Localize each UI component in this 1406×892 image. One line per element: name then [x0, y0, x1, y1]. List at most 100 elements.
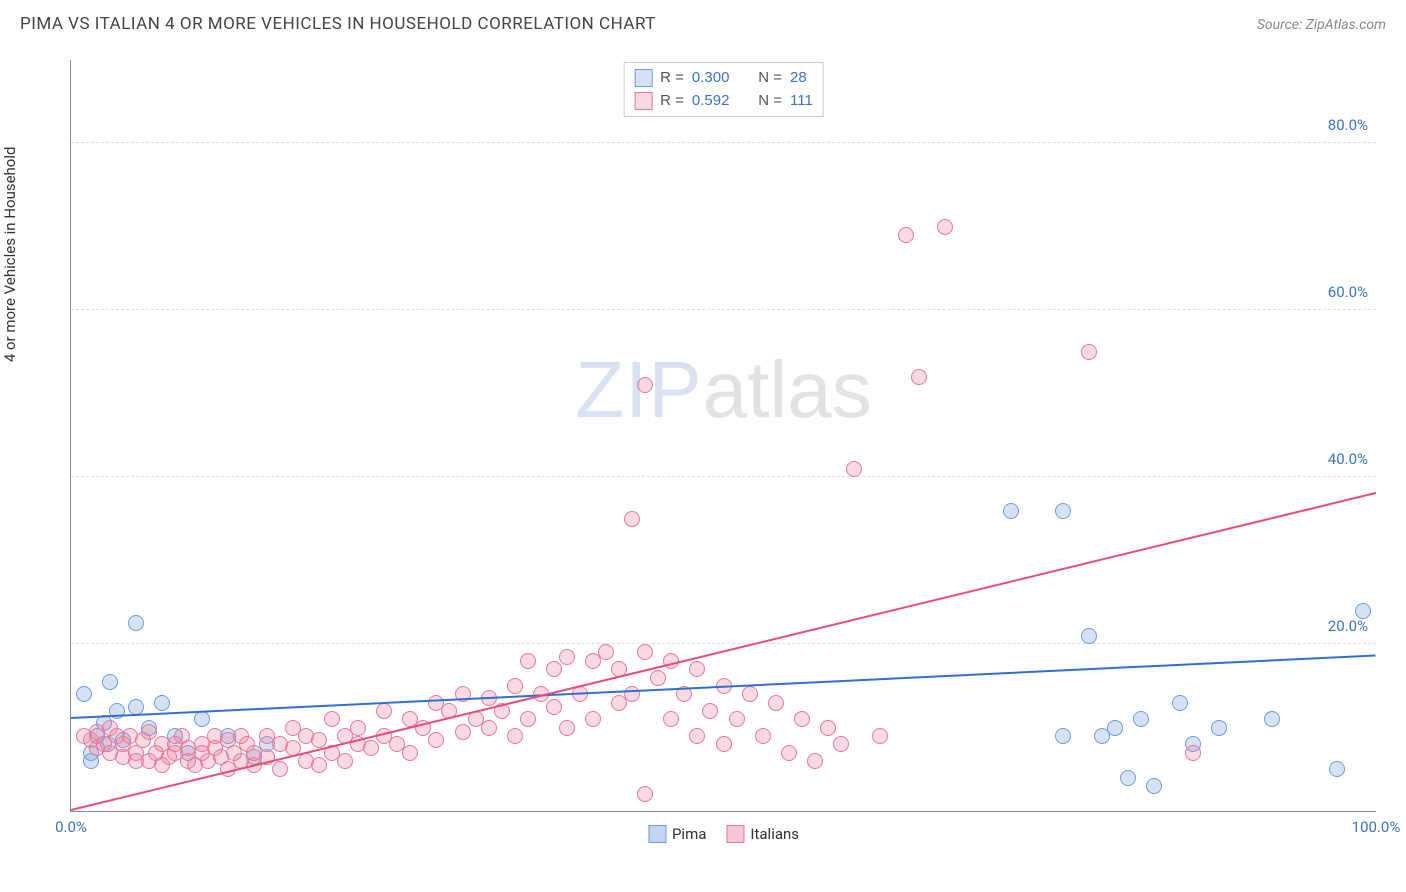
data-point: [546, 661, 562, 677]
data-point: [520, 711, 536, 727]
data-point: [128, 615, 144, 631]
data-point: [794, 711, 810, 727]
data-point: [820, 720, 836, 736]
data-point: [1329, 761, 1345, 777]
data-point: [729, 711, 745, 727]
trend-line: [71, 492, 1376, 811]
y-tick-label: 60.0%: [1328, 283, 1368, 301]
legend-stat-row: R = 0.300 N = 28: [634, 67, 813, 90]
data-point: [755, 728, 771, 744]
data-point: [559, 649, 575, 665]
gridline: [71, 476, 1376, 477]
data-point: [650, 670, 666, 686]
data-point: [507, 678, 523, 694]
data-point: [624, 511, 640, 527]
data-point: [1146, 778, 1162, 794]
data-point: [585, 711, 601, 727]
data-point: [689, 661, 705, 677]
r-value: 0.592: [692, 90, 742, 113]
r-value: 0.300: [692, 67, 742, 90]
data-point: [520, 653, 536, 669]
watermark-part2: atlas: [703, 345, 872, 434]
data-point: [1003, 503, 1019, 519]
data-point: [1185, 745, 1201, 761]
gridline: [71, 309, 1376, 310]
plot-area: ZIPatlas R = 0.300 N = 28R = 0.592 N = 1…: [70, 60, 1376, 812]
data-point: [507, 728, 523, 744]
data-point: [1055, 503, 1071, 519]
data-point: [846, 461, 862, 477]
data-point: [663, 711, 679, 727]
data-point: [1264, 711, 1280, 727]
legend-label: Italians: [750, 825, 799, 843]
watermark: ZIPatlas: [575, 344, 871, 436]
y-tick-label: 20.0%: [1328, 617, 1368, 635]
data-point: [937, 219, 953, 235]
data-point: [637, 786, 653, 802]
r-label: R =: [660, 90, 684, 113]
legend-item: Pima: [648, 825, 706, 843]
chart-title: PIMA VS ITALIAN 4 OR MORE VEHICLES IN HO…: [20, 14, 656, 34]
n-value: 28: [790, 67, 807, 90]
data-point: [102, 674, 118, 690]
data-point: [76, 686, 92, 702]
data-point: [128, 699, 144, 715]
data-point: [898, 227, 914, 243]
legend-swatch: [726, 825, 744, 843]
legend-item: Italians: [726, 825, 799, 843]
data-point: [1211, 720, 1227, 736]
data-point: [455, 724, 471, 740]
data-point: [428, 732, 444, 748]
data-point: [1120, 770, 1136, 786]
data-point: [1081, 628, 1097, 644]
legend-swatch: [634, 69, 652, 87]
legend-label: Pima: [672, 825, 706, 843]
data-point: [1094, 728, 1110, 744]
data-point: [481, 720, 497, 736]
n-label: N =: [750, 90, 782, 113]
data-point: [624, 686, 640, 702]
data-point: [311, 757, 327, 773]
data-point: [781, 745, 797, 761]
x-tick-label: 100.0%: [1352, 818, 1401, 836]
legend-swatch: [648, 825, 666, 843]
data-point: [689, 728, 705, 744]
data-point: [1081, 344, 1097, 360]
data-point: [911, 369, 927, 385]
chart-container: 4 or more Vehicles in Household ZIPatlas…: [20, 50, 1386, 872]
data-point: [833, 736, 849, 752]
data-point: [1355, 603, 1371, 619]
y-tick-label: 80.0%: [1328, 116, 1368, 134]
data-point: [768, 695, 784, 711]
series-legend: Pima Italians: [648, 825, 799, 843]
legend-swatch: [634, 92, 652, 110]
data-point: [1133, 711, 1149, 727]
legend-stat-row: R = 0.592 N = 111: [634, 90, 813, 113]
data-point: [272, 761, 288, 777]
data-point: [324, 711, 340, 727]
data-point: [402, 745, 418, 761]
x-tick-label: 0.0%: [55, 818, 87, 836]
data-point: [807, 753, 823, 769]
correlation-legend: R = 0.300 N = 28R = 0.592 N = 111: [623, 62, 824, 117]
data-point: [363, 740, 379, 756]
data-point: [702, 703, 718, 719]
y-axis-label: 4 or more Vehicles in Household: [1, 147, 19, 363]
r-label: R =: [660, 67, 684, 90]
n-label: N =: [750, 67, 782, 90]
gridline: [71, 142, 1376, 143]
data-point: [637, 644, 653, 660]
data-point: [559, 720, 575, 736]
gridline: [71, 643, 1376, 644]
data-point: [141, 724, 157, 740]
data-point: [376, 703, 392, 719]
data-point: [337, 753, 353, 769]
data-point: [1055, 728, 1071, 744]
data-point: [311, 732, 327, 748]
data-point: [350, 720, 366, 736]
n-value: 111: [790, 90, 813, 113]
data-point: [637, 377, 653, 393]
data-point: [716, 736, 732, 752]
data-point: [154, 695, 170, 711]
data-point: [742, 686, 758, 702]
